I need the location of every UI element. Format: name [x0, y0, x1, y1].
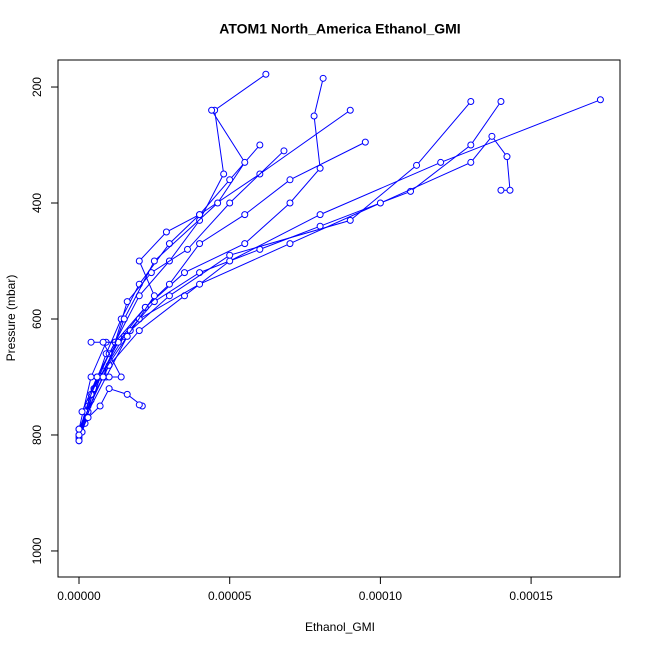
- data-point: [467, 98, 475, 106]
- profile-line: [78, 135, 511, 436]
- data-point: [150, 292, 158, 300]
- data-point: [280, 147, 288, 155]
- data-point: [78, 408, 86, 416]
- data-point: [123, 390, 131, 398]
- data-point: [214, 199, 222, 207]
- data-point: [503, 153, 511, 161]
- data-point: [96, 402, 104, 410]
- data-point: [361, 138, 369, 146]
- y-axis-label: Pressure (mbar): [4, 275, 18, 362]
- data-point: [262, 70, 270, 78]
- data-point: [319, 74, 327, 82]
- data-point: [117, 373, 125, 381]
- y-tick-label: 1000: [30, 537, 44, 564]
- data-point: [123, 298, 131, 306]
- data-point: [120, 315, 128, 323]
- data-point: [506, 186, 514, 194]
- data-point: [310, 112, 318, 120]
- data-point: [208, 106, 216, 114]
- y-tick-label: 200: [30, 77, 44, 97]
- data-point: [226, 199, 234, 207]
- data-point: [165, 292, 173, 300]
- data-point: [286, 199, 294, 207]
- profile-line: [78, 141, 366, 436]
- data-point: [497, 186, 505, 194]
- data-point: [150, 257, 158, 265]
- data-point: [437, 158, 445, 166]
- profile-line: [78, 101, 472, 441]
- y-tick-label: 400: [30, 193, 44, 213]
- data-point: [241, 211, 249, 219]
- data-point: [75, 431, 83, 439]
- data-point: [196, 211, 204, 219]
- x-tick-label: 0.00015: [509, 589, 553, 603]
- data-point: [162, 228, 170, 236]
- data-point: [105, 373, 113, 381]
- data-point: [99, 338, 107, 346]
- data-point: [87, 373, 95, 381]
- data-point: [256, 141, 264, 149]
- data-point: [196, 269, 204, 277]
- data-point: [286, 240, 294, 248]
- data-point: [497, 98, 505, 106]
- data-point: [135, 257, 143, 265]
- data-point: [99, 373, 107, 381]
- data-point: [165, 280, 173, 288]
- data-point: [141, 303, 149, 311]
- data-point: [467, 141, 475, 149]
- x-axis-label: Ethanol_GMI: [305, 620, 375, 634]
- data-point: [226, 251, 234, 259]
- data-point: [286, 176, 294, 184]
- profile-line: [78, 99, 601, 430]
- data-point: [105, 385, 113, 393]
- data-point: [467, 158, 475, 166]
- data-point: [84, 414, 92, 422]
- data-point: [376, 199, 384, 207]
- data-point: [75, 425, 83, 433]
- chart-title: ATOM1 North_America Ethanol_GMI: [219, 21, 460, 37]
- data-point: [196, 280, 204, 288]
- profile-line: [78, 78, 324, 439]
- data-point: [346, 216, 354, 224]
- data-point: [346, 106, 354, 114]
- data-point: [596, 96, 604, 104]
- x-tick-label: 0.00005: [208, 589, 252, 603]
- data-point: [93, 373, 101, 381]
- data-point: [180, 269, 188, 277]
- data-point: [488, 132, 496, 140]
- data-point: [75, 437, 83, 445]
- data-point: [241, 240, 249, 248]
- y-tick-label: 800: [30, 425, 44, 445]
- data-point: [316, 211, 324, 219]
- data-point: [220, 170, 228, 178]
- data-point: [123, 332, 131, 340]
- data-point: [241, 158, 249, 166]
- data-point: [135, 401, 143, 409]
- x-tick-label: 0.00000: [57, 589, 101, 603]
- data-point: [87, 338, 95, 346]
- data-point: [196, 240, 204, 248]
- x-tick-label: 0.00010: [359, 589, 403, 603]
- data-point: [184, 245, 192, 253]
- y-tick-label: 600: [30, 309, 44, 329]
- data-point: [413, 161, 421, 169]
- data-point: [226, 257, 234, 265]
- data-point: [135, 327, 143, 335]
